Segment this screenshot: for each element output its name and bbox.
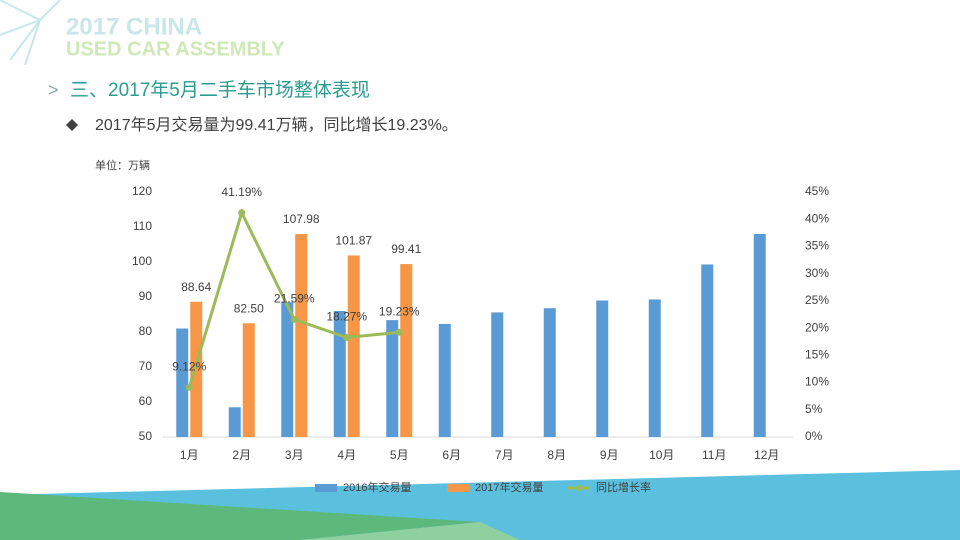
x-tick-label: 1月 <box>180 448 199 462</box>
y2-tick-label: 10% <box>805 375 829 389</box>
bullet-text: 2017年5月交易量为99.41万辆，同比增长19.23%。 <box>95 116 458 134</box>
x-tick-label: 10月 <box>649 448 674 462</box>
data-label: 82.50 <box>234 301 264 315</box>
y-tick-label: 120 <box>132 184 152 198</box>
legend-label: 2017年交易量 <box>475 480 543 494</box>
data-label: 99.41 <box>391 242 421 256</box>
x-tick-label: 3月 <box>285 448 304 462</box>
heading-marker: > <box>48 80 59 100</box>
y-tick-label: 100 <box>132 254 152 268</box>
data-label: 101.87 <box>335 234 372 248</box>
bar <box>400 264 413 437</box>
y-tick-label: 80 <box>139 324 153 338</box>
data-label: 88.64 <box>181 280 211 294</box>
y2-tick-label: 25% <box>805 293 829 307</box>
y-tick-label: 110 <box>133 219 152 233</box>
unit-label: 单位：万辆 <box>95 158 150 172</box>
bar <box>176 328 189 437</box>
x-tick-label: 9月 <box>600 448 619 462</box>
legend-swatch <box>315 484 337 492</box>
data-label: 107.98 <box>283 212 320 226</box>
logo-line2: USED CAR ASSEMBLY <box>66 38 285 60</box>
x-tick-label: 8月 <box>547 448 566 462</box>
data-label: 18.27% <box>326 310 367 324</box>
data-label: 21.59% <box>274 292 315 306</box>
bar <box>753 234 766 437</box>
bar <box>190 301 203 437</box>
bar <box>333 311 346 437</box>
bar <box>295 234 308 437</box>
line-point <box>343 334 351 342</box>
line-point <box>290 315 298 323</box>
logo-line1: 2017 CHINA <box>66 13 202 40</box>
y2-tick-label: 15% <box>805 348 829 362</box>
y2-tick-label: 0% <box>805 429 823 443</box>
y2-tick-label: 35% <box>805 239 829 253</box>
legend-label: 2016年交易量 <box>343 480 411 494</box>
bar <box>648 299 661 437</box>
bullet-icon <box>66 119 78 131</box>
data-label: 41.19% <box>221 185 262 199</box>
bar <box>701 264 714 437</box>
y-tick-label: 70 <box>139 359 153 373</box>
heading: 三、2017年5月二手车市场整体表现 <box>70 79 370 101</box>
line-point <box>395 328 403 336</box>
line-point <box>185 383 193 391</box>
legend-swatch <box>447 484 469 492</box>
bar <box>543 308 556 437</box>
data-label: 9.12% <box>172 360 206 374</box>
y2-tick-label: 5% <box>805 402 823 416</box>
bar <box>386 320 399 437</box>
line-point <box>238 209 246 217</box>
data-label: 19.23% <box>379 304 420 318</box>
bar <box>281 302 294 437</box>
y-tick-label: 50 <box>139 429 153 443</box>
x-tick-label: 7月 <box>495 448 514 462</box>
bar <box>491 312 504 437</box>
y-tick-label: 60 <box>139 394 153 408</box>
x-tick-label: 11月 <box>702 448 726 462</box>
y2-tick-label: 40% <box>805 211 829 225</box>
bar <box>596 300 609 437</box>
x-tick-label: 6月 <box>442 448 461 462</box>
x-tick-label: 12月 <box>754 448 779 462</box>
bar <box>438 323 451 437</box>
x-tick-label: 4月 <box>337 448 356 462</box>
bar <box>242 323 255 437</box>
legend-swatch <box>576 485 582 491</box>
y2-tick-label: 30% <box>805 266 829 280</box>
x-tick-label: 5月 <box>390 448 409 462</box>
y2-tick-label: 20% <box>805 320 829 334</box>
y2-tick-label: 45% <box>805 184 829 198</box>
y-tick-label: 90 <box>139 289 153 303</box>
bar <box>228 407 241 437</box>
x-tick-label: 2月 <box>232 448 251 462</box>
bar <box>347 255 360 437</box>
legend-label: 同比增长率 <box>596 480 651 494</box>
